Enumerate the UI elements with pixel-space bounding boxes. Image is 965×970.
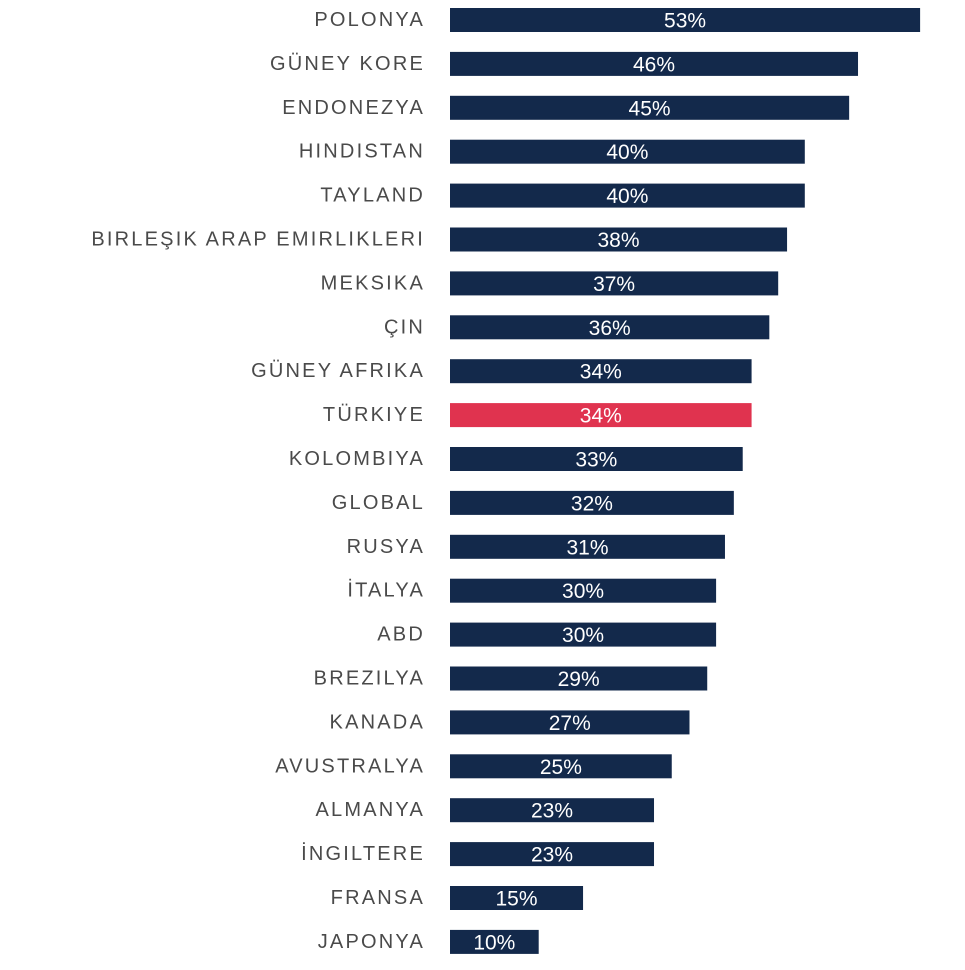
- value-label-hindistan: 40%: [606, 141, 648, 164]
- category-label-global: GLOBAL: [332, 492, 425, 514]
- value-label-endonezya: 45%: [629, 97, 671, 120]
- bar-kolombiya: [450, 447, 743, 471]
- bar-ingiltere: [450, 842, 655, 867]
- category-label-avustralya: AVUSTRALYA: [275, 755, 425, 777]
- category-label-ingiltere: İNGILTERE: [301, 842, 425, 865]
- value-label-turkiye: 34%: [580, 405, 622, 428]
- category-label-almanya: ALMANYA: [315, 799, 425, 821]
- bar-guney-kore: [450, 51, 859, 76]
- value-label-kolombiya: 33%: [575, 449, 617, 472]
- category-label-kolombiya: KOLOMBIYA: [289, 448, 425, 470]
- value-label-ingiltere: 23%: [531, 844, 573, 867]
- value-label-polonya: 53%: [664, 10, 706, 33]
- bar-guney-afrika: [450, 359, 752, 384]
- bars: [450, 8, 921, 954]
- bar-almanya: [450, 798, 655, 823]
- category-label-turkiye: TÜRKIYE: [323, 404, 425, 426]
- category-label-meksika: MEKSIKA: [321, 272, 425, 294]
- bar-global: [450, 490, 734, 515]
- value-label-fransa: 15%: [496, 888, 538, 911]
- category-label-guney-afrika: GÜNEY AFRIKA: [251, 360, 425, 382]
- category-label-brezilya: BREZILYA: [314, 668, 425, 690]
- value-label-guney-kore: 46%: [633, 53, 675, 76]
- bar-kanada: [450, 710, 690, 735]
- value-label-abd: 30%: [562, 624, 604, 647]
- category-label-fransa: FRANSA: [331, 887, 425, 909]
- value-label-guney-afrika: 34%: [580, 361, 622, 384]
- value-label-cin: 36%: [589, 317, 631, 340]
- value-label-almanya: 23%: [531, 800, 573, 823]
- category-label-italya: İTALYA: [347, 579, 425, 602]
- category-label-guney-kore: GÜNEY KORE: [270, 53, 425, 75]
- bar-japonya: [450, 929, 539, 954]
- value-labels: 53% 46% 45% 40% 40% 38% 37% 36% 34% 34% 33% 32% 31% 3…: [473, 10, 706, 955]
- category-label-endonezya: ENDONEZYA: [282, 97, 425, 119]
- category-label-abd: ABD: [377, 624, 425, 646]
- bar-turkiye: [450, 403, 752, 428]
- bar-polonya: [450, 8, 921, 32]
- bar-meksika: [450, 271, 779, 296]
- value-label-birlesik-arap-emirlikleri: 38%: [598, 229, 640, 252]
- value-label-tayland: 40%: [606, 185, 648, 208]
- category-label-kanada: KANADA: [330, 711, 425, 733]
- value-label-avustralya: 25%: [540, 756, 582, 779]
- bar-italya: [450, 578, 717, 603]
- bar-abd: [450, 622, 717, 647]
- value-label-global: 32%: [571, 492, 613, 515]
- bar-rusya: [450, 534, 725, 559]
- category-label-japonya: JAPONYA: [318, 931, 425, 953]
- bar-avustralya: [450, 754, 672, 779]
- bar-fransa: [450, 886, 584, 910]
- category-label-hindistan: HINDISTAN: [299, 141, 425, 163]
- bar-cin: [450, 315, 770, 340]
- category-labels: POLONYA GÜNEY KORE ENDONEZYA HINDISTAN TAYLA…: [91, 9, 425, 953]
- category-label-cin: ÇIN: [384, 316, 425, 338]
- bar-endonezya: [450, 95, 850, 120]
- value-label-japonya: 10%: [473, 931, 515, 954]
- bar-tayland: [450, 183, 805, 208]
- category-label-polonya: POLONYA: [314, 9, 425, 31]
- value-label-rusya: 31%: [566, 536, 608, 559]
- bar-birlesik-arap-emirlikleri: [450, 227, 788, 252]
- category-label-birlesik-arap-emirlikleri: BIRLEŞIK ARAP EMIRLIKLERI: [91, 229, 425, 251]
- bar-hindistan: [450, 139, 805, 164]
- bar-brezilya: [450, 666, 708, 691]
- value-label-kanada: 27%: [549, 712, 591, 735]
- category-label-tayland: TAYLAND: [320, 185, 425, 207]
- value-label-meksika: 37%: [593, 273, 635, 296]
- value-label-italya: 30%: [562, 580, 604, 603]
- category-label-rusya: RUSYA: [347, 536, 425, 558]
- value-label-brezilya: 29%: [558, 668, 600, 691]
